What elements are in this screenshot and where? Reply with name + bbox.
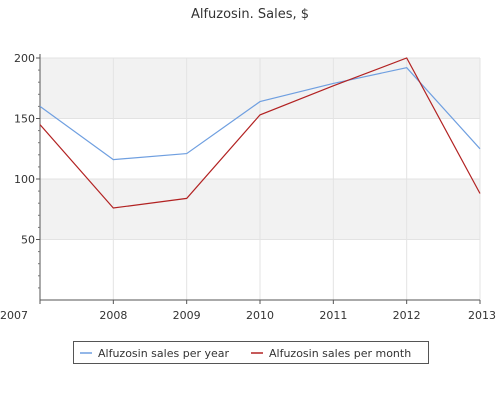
x-tick-label: 2007 <box>0 309 28 322</box>
x-axis-ticks: 2007 2008 2009 2010 2011 2012 2013 <box>0 300 496 322</box>
y-tick-label: 50 <box>21 234 35 247</box>
series-lines <box>39 57 481 209</box>
y-tick-label: 100 <box>14 173 35 186</box>
x-tick-label: 2011 <box>319 309 347 322</box>
y-tick-label: 200 <box>14 52 35 65</box>
x-tick-label: 2012 <box>393 309 421 322</box>
x-tick-label: 2013 <box>468 309 496 322</box>
y-tick-label: 150 <box>14 113 35 126</box>
x-tick-label: 2009 <box>173 309 201 322</box>
legend-label: Alfuzosin sales per month <box>269 347 411 360</box>
chart-title: Alfuzosin. Sales, $ <box>191 7 309 22</box>
x-tick-label: 2008 <box>99 309 127 322</box>
series-line <box>39 57 481 209</box>
legend: Alfuzosin sales per year Alfuzosin sales … <box>73 341 429 364</box>
series-line <box>39 67 481 161</box>
legend-label: Alfuzosin sales per year <box>98 347 229 360</box>
x-tick-label: 2010 <box>246 309 274 322</box>
y-axis-ticks: 50 100 150 200 <box>14 52 40 289</box>
